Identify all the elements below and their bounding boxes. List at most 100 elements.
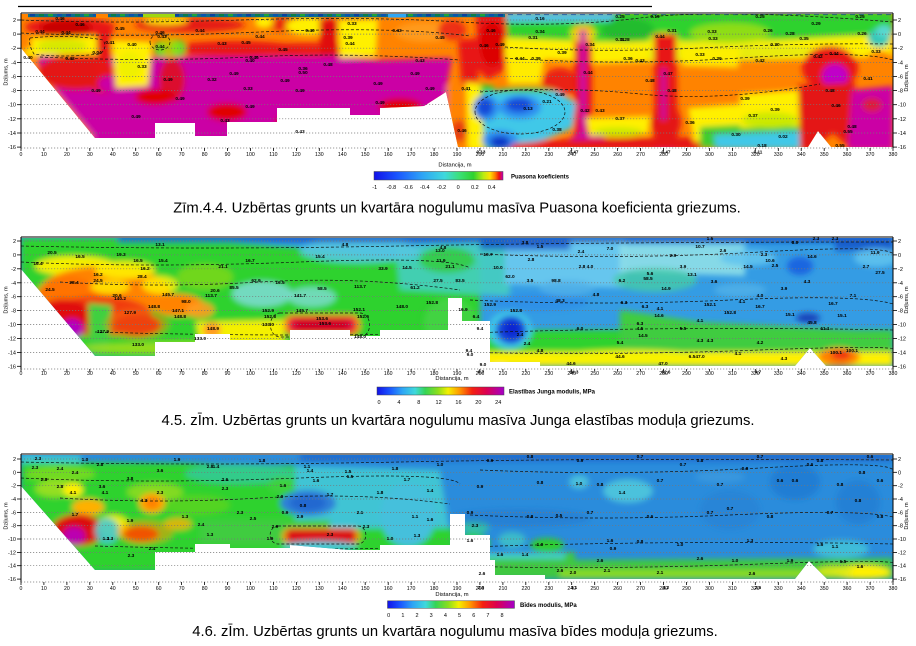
svg-text:0.42: 0.42 — [755, 58, 765, 64]
svg-text:260: 260 — [613, 371, 622, 377]
svg-text:90: 90 — [225, 371, 231, 377]
svg-text:4.8: 4.8 — [440, 245, 447, 251]
svg-text:1.3: 1.3 — [747, 538, 754, 544]
svg-text:260: 260 — [613, 152, 622, 158]
svg-text:140: 140 — [338, 152, 347, 158]
svg-text:44.6: 44.6 — [615, 354, 625, 360]
svg-text:300: 300 — [705, 371, 714, 377]
svg-text:0: 0 — [20, 586, 23, 592]
svg-text:2.9: 2.9 — [297, 514, 304, 520]
svg-text:0: 0 — [13, 32, 16, 38]
svg-text:1.9: 1.9 — [174, 457, 181, 463]
svg-text:4.7: 4.7 — [755, 370, 762, 375]
svg-text:-16: -16 — [898, 364, 906, 370]
svg-text:-16: -16 — [898, 145, 906, 151]
svg-text:62.6: 62.6 — [662, 370, 671, 375]
svg-text:0.39: 0.39 — [770, 107, 780, 113]
svg-text:0.33: 0.33 — [871, 49, 881, 55]
svg-text:4: 4 — [397, 400, 400, 406]
svg-text:320: 320 — [751, 371, 760, 377]
svg-text:4.8: 4.8 — [537, 348, 544, 354]
svg-text:0.33: 0.33 — [347, 21, 357, 27]
svg-text:4.5: 4.5 — [637, 326, 644, 332]
svg-text:1.3: 1.3 — [182, 514, 189, 520]
svg-text:0.49: 0.49 — [495, 42, 505, 48]
svg-text:0.46: 0.46 — [479, 43, 489, 49]
svg-text:0.16: 0.16 — [535, 16, 545, 22]
svg-text:16: 16 — [455, 400, 461, 406]
svg-text:1.6: 1.6 — [857, 564, 864, 570]
svg-text:-12: -12 — [8, 550, 16, 556]
svg-text:0.42: 0.42 — [580, 108, 590, 114]
svg-text:240: 240 — [567, 371, 576, 377]
svg-text:Bīdes modulis, MPa: Bīdes modulis, MPa — [520, 603, 577, 609]
svg-text:4.3: 4.3 — [707, 338, 714, 344]
svg-text:Distancija, m: Distancija, m — [435, 376, 468, 382]
svg-text:0.7: 0.7 — [657, 478, 664, 484]
svg-text:0.46: 0.46 — [155, 30, 165, 36]
svg-text:130: 130 — [315, 152, 324, 158]
svg-text:0: 0 — [20, 371, 23, 377]
svg-text:11.1: 11.1 — [820, 326, 829, 332]
svg-text:0.41: 0.41 — [863, 76, 873, 82]
svg-text:47.0: 47.0 — [695, 354, 705, 360]
svg-text:4.8: 4.8 — [593, 292, 600, 298]
svg-text:-6: -6 — [11, 74, 16, 80]
svg-text:0.41: 0.41 — [105, 40, 115, 46]
svg-text:-6: -6 — [898, 510, 903, 516]
svg-text:-2: -2 — [11, 46, 16, 52]
svg-text:70: 70 — [179, 371, 185, 377]
svg-text:50: 50 — [133, 586, 139, 592]
svg-text:270: 270 — [636, 586, 645, 592]
svg-text:0.30: 0.30 — [770, 42, 780, 48]
svg-text:-2: -2 — [11, 484, 16, 490]
svg-text:0.8: 0.8 — [597, 482, 604, 488]
svg-text:2.3: 2.3 — [832, 236, 839, 242]
svg-text:-12: -12 — [898, 550, 906, 556]
svg-text:220: 220 — [522, 586, 531, 592]
svg-text:-10: -10 — [898, 103, 906, 109]
svg-text:152.1: 152.1 — [704, 302, 716, 308]
svg-text:0.48: 0.48 — [667, 88, 677, 94]
svg-text:14.6: 14.6 — [807, 254, 817, 260]
svg-text:190: 190 — [453, 371, 462, 377]
svg-text:-12: -12 — [898, 117, 906, 123]
svg-text:4: 4 — [444, 613, 447, 619]
svg-text:310: 310 — [728, 371, 737, 377]
svg-text:4.1: 4.1 — [739, 299, 746, 305]
svg-text:0.43: 0.43 — [415, 58, 425, 64]
svg-text:2.6: 2.6 — [222, 477, 229, 483]
svg-text:13.1: 13.1 — [687, 272, 697, 278]
svg-text:290: 290 — [682, 371, 691, 377]
svg-text:3.9: 3.9 — [781, 286, 788, 292]
svg-text:100: 100 — [246, 586, 255, 592]
svg-text:133.0: 133.0 — [132, 342, 144, 348]
svg-text:-16: -16 — [898, 577, 906, 583]
svg-text:58.5: 58.5 — [643, 276, 653, 282]
svg-text:240: 240 — [567, 152, 576, 158]
svg-text:0: 0 — [898, 470, 901, 476]
svg-text:0.8: 0.8 — [537, 480, 544, 486]
svg-text:0.2: 0.2 — [471, 185, 479, 191]
svg-text:Dziļums, m: Dziļums, m — [904, 502, 910, 530]
svg-text:2.8: 2.8 — [97, 462, 104, 468]
svg-text:-4: -4 — [11, 497, 16, 503]
svg-text:150: 150 — [361, 586, 370, 592]
svg-text:0.9: 0.9 — [577, 458, 584, 464]
svg-text:14.9: 14.9 — [661, 286, 671, 292]
svg-text:0.28: 0.28 — [620, 37, 630, 43]
svg-text:-8: -8 — [898, 309, 903, 315]
svg-text:2.9: 2.9 — [272, 524, 279, 530]
svg-text:280: 280 — [659, 586, 668, 592]
svg-text:0.26: 0.26 — [763, 28, 773, 34]
svg-text:0.9: 0.9 — [467, 510, 474, 516]
svg-text:0.40: 0.40 — [305, 28, 315, 34]
svg-text:16.5: 16.5 — [133, 258, 143, 264]
svg-text:0.34: 0.34 — [585, 42, 595, 48]
svg-text:15.1: 15.1 — [837, 313, 847, 319]
svg-text:-8: -8 — [11, 524, 16, 530]
svg-text:40: 40 — [110, 152, 116, 158]
svg-text:28.4: 28.4 — [137, 274, 147, 280]
svg-text:2.1: 2.1 — [657, 570, 664, 576]
svg-text:280: 280 — [659, 152, 668, 158]
